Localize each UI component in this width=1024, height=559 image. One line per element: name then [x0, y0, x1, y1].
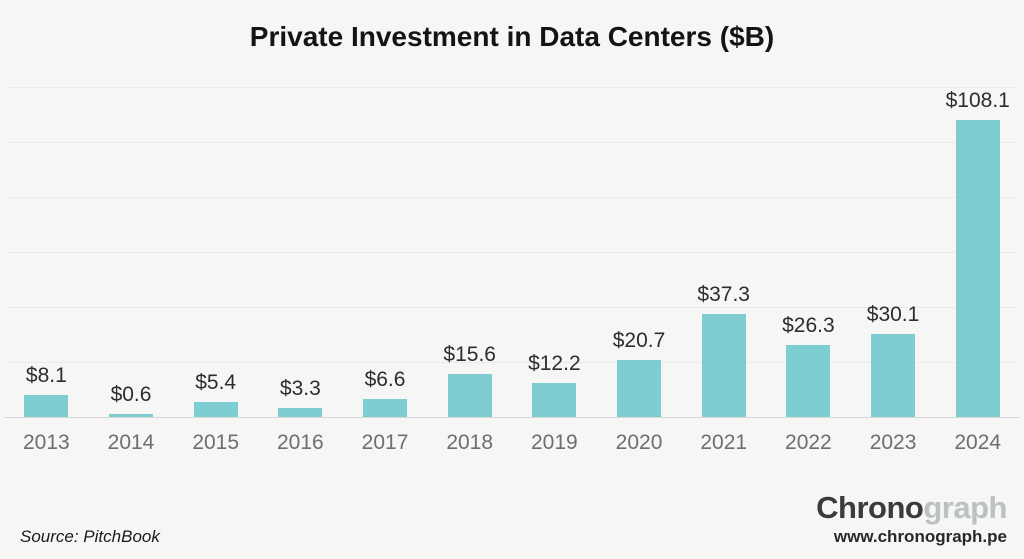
gridline: [8, 362, 1016, 363]
bar-column: $8.1: [4, 87, 89, 417]
chart-title: Private Investment in Data Centers ($B): [249, 21, 775, 52]
bar-column: $26.3: [766, 87, 851, 417]
bar: [447, 374, 492, 417]
x-tick-label: 2015: [192, 431, 240, 454]
gridline: [8, 142, 1016, 143]
bar-value-label: $108.1: [945, 88, 1010, 112]
x-tick-label: 2021: [700, 431, 748, 454]
bar: [363, 398, 408, 417]
gridline: [8, 197, 1016, 198]
x-tick-label: 2014: [107, 431, 155, 454]
website-url: www.chronograph.pe: [833, 527, 1007, 546]
bar-value-label: $5.4: [195, 371, 237, 395]
x-tick-label: 2018: [446, 431, 494, 454]
bar-value-label: $3.3: [279, 376, 321, 400]
x-tick-label: 2019: [531, 431, 578, 454]
bar-value-label: $15.6: [443, 343, 496, 367]
bar: [617, 360, 662, 417]
bar-column: $5.4: [173, 87, 258, 417]
chronograph-logo: Chronograph: [816, 492, 1007, 523]
bar-column: $15.6: [427, 87, 512, 417]
x-axis-labels: 2013 2014 2015 2016 2017 2018 2019 2020 2021 2022…: [4, 431, 1020, 455]
x-axis-line: [4, 417, 1020, 418]
gridline: [8, 252, 1016, 253]
bar-column: $20.7: [597, 87, 682, 417]
x-tick-label: 2020: [615, 431, 663, 454]
bar-column: $12.2: [512, 87, 597, 417]
bar-column: $30.1: [851, 87, 936, 417]
bar-value-label: $30.1: [866, 303, 920, 327]
bar-value-label: $20.7: [612, 329, 666, 353]
bar: [871, 334, 916, 417]
x-tick-label: 2022: [785, 431, 832, 454]
bar: [109, 414, 153, 417]
bar: [955, 119, 1000, 417]
bar: [193, 402, 238, 417]
bars-layer: $8.1 $0.6 $5.4 $3.3 $6.6 $15.6 $12.2 $20.7 $37.3…: [4, 87, 1020, 417]
bar: [701, 314, 746, 417]
brand-block: Chronograph www.chronograph.pe: [816, 492, 1007, 547]
x-tick-label: 2016: [276, 431, 324, 454]
bar-value-label: $8.1: [25, 363, 67, 387]
bar-column: $6.6: [343, 87, 428, 417]
bar: [532, 383, 577, 417]
bar: [24, 394, 69, 417]
bar-value-label: $0.6: [110, 383, 152, 406]
bar-value-label: $6.6: [364, 367, 406, 391]
x-tick-label: 2013: [22, 431, 70, 454]
bar: [786, 344, 831, 417]
bar-column: $3.3: [258, 87, 343, 417]
bar-value-label: $12.2: [528, 352, 581, 376]
source-note: Source: PitchBook: [20, 527, 160, 546]
bar-value-label: $26.3: [782, 313, 835, 337]
bar-value-label: $37.3: [697, 283, 750, 307]
gridline: [8, 87, 1016, 88]
x-tick-label: 2023: [869, 431, 917, 454]
x-tick-label: 2024: [954, 431, 1002, 454]
bar-column: $0.6: [89, 87, 174, 417]
bar-column: $108.1: [935, 87, 1020, 417]
bar-chart-plot: $8.1 $0.6 $5.4 $3.3 $6.6 $15.6 $12.2 $20.7 $37.3…: [4, 87, 1020, 418]
gridline: [8, 307, 1016, 308]
x-tick-label: 2017: [361, 431, 409, 454]
logo-text-secondary: graph: [923, 490, 1007, 525]
logo-text-primary: Chrono: [816, 490, 924, 525]
bar: [278, 407, 323, 417]
bar-column: $37.3: [681, 87, 766, 417]
